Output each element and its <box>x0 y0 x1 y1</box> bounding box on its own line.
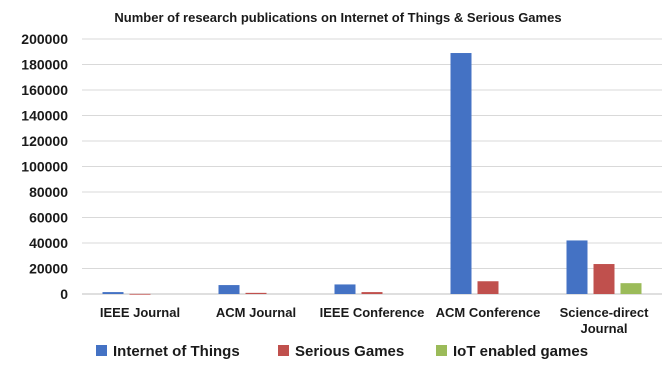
y-tick-label: 120000 <box>21 133 68 149</box>
x-tick-label: ACM Conference <box>436 305 541 320</box>
y-tick-label: 80000 <box>29 184 68 200</box>
x-axis-ticks: IEEE Journal ACM Journal IEEE Conference AC… <box>100 305 649 336</box>
bar-serious-games <box>245 292 267 294</box>
legend-label: Internet of Things <box>113 343 240 360</box>
legend-swatch <box>436 345 447 356</box>
bar-serious-games <box>593 264 615 294</box>
bar-iot-enabled-games <box>620 283 642 294</box>
y-tick-label: 40000 <box>29 235 68 251</box>
bar-internet-of-things <box>566 240 588 294</box>
x-tick-label: IEEE Journal <box>100 305 180 320</box>
y-tick-label: 160000 <box>21 82 68 98</box>
gridlines <box>82 38 662 295</box>
y-axis-ticks: 0 20000 40000 60000 80000 100000 120000 140000 1… <box>21 31 68 302</box>
bar-serious-games <box>477 281 499 294</box>
chart-title: Number of research publications on Inter… <box>114 10 561 25</box>
bar-internet-of-things <box>218 285 240 294</box>
x-tick-label: Science-direct <box>560 305 650 320</box>
bar-serious-games <box>129 293 151 295</box>
x-tick-label: IEEE Conference <box>320 305 425 320</box>
legend-swatch <box>96 345 107 356</box>
y-tick-label: 20000 <box>29 261 68 277</box>
bar-serious-games <box>361 292 383 294</box>
legend: Internet of Things Serious Games IoT enabl… <box>96 343 588 360</box>
y-tick-label: 200000 <box>21 31 68 47</box>
x-tick-label: Journal <box>581 321 628 336</box>
y-tick-label: 180000 <box>21 57 68 73</box>
bars <box>102 53 642 295</box>
y-tick-label: 140000 <box>21 108 68 124</box>
bar-internet-of-things <box>450 53 472 295</box>
legend-label: Serious Games <box>295 343 404 360</box>
x-tick-label: ACM Journal <box>216 305 296 320</box>
bar-internet-of-things <box>334 284 356 294</box>
bar-internet-of-things <box>102 292 124 294</box>
y-tick-label: 0 <box>60 286 68 302</box>
legend-swatch <box>278 345 289 356</box>
legend-label: IoT enabled games <box>453 343 588 360</box>
y-tick-label: 60000 <box>29 210 68 226</box>
y-tick-label: 100000 <box>21 159 68 175</box>
